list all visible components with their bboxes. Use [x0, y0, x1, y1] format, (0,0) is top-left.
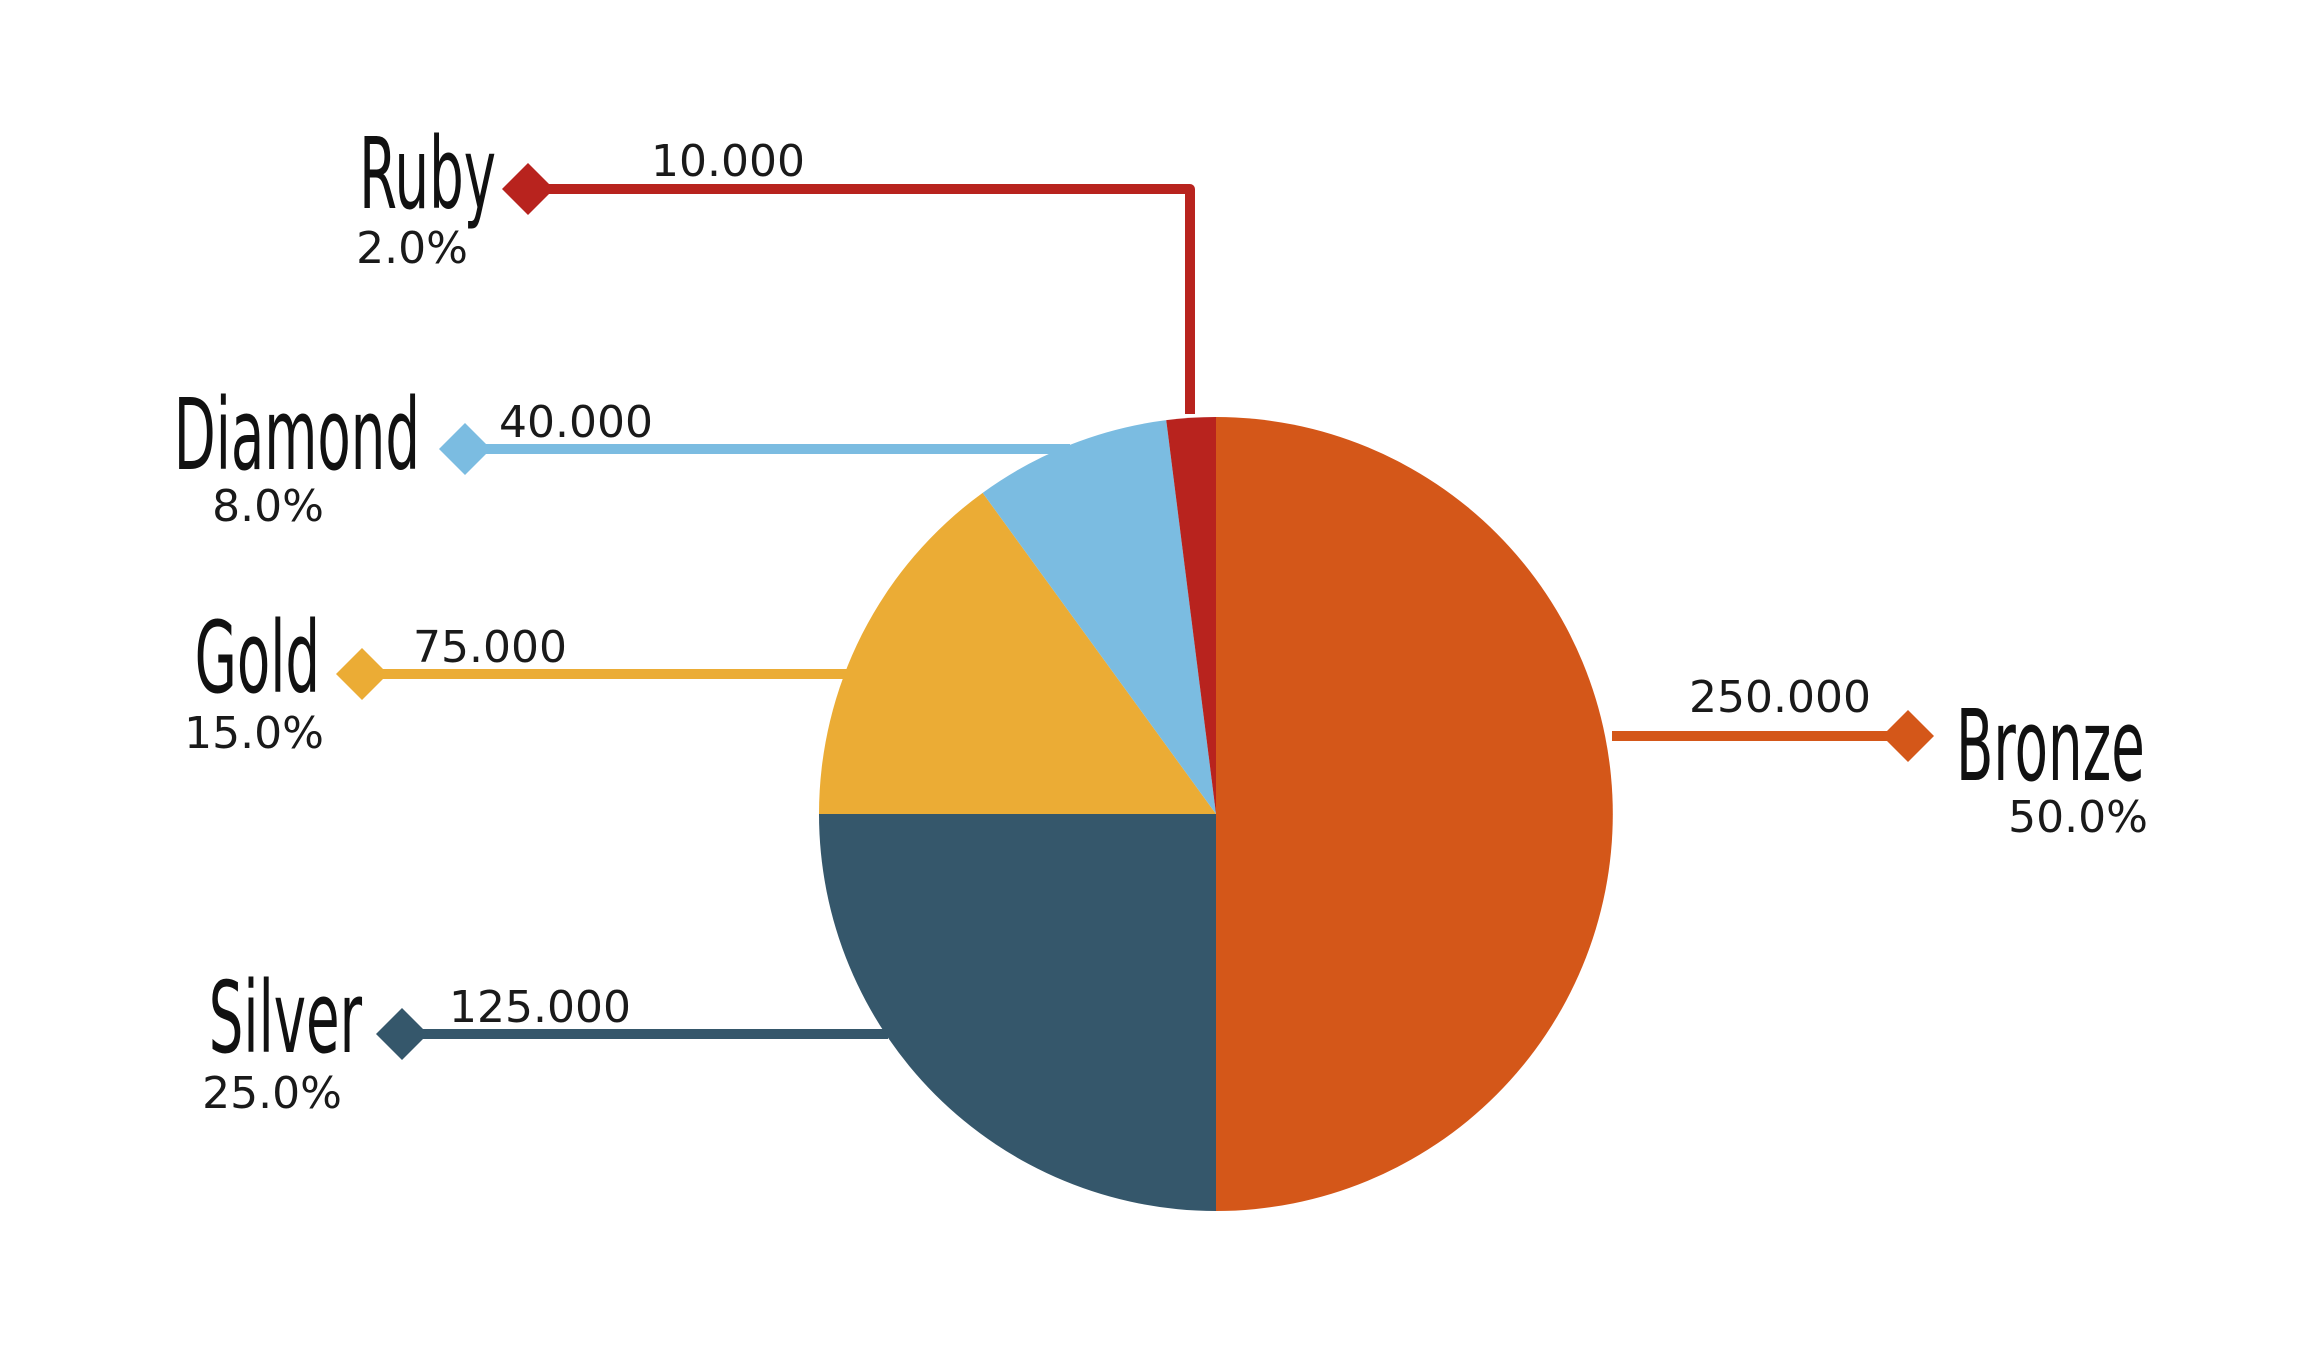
percent-label-silver: 25.0%	[202, 1068, 342, 1119]
percent-label-bronze: 50.0%	[2008, 792, 2148, 843]
diamond-marker-diamond	[439, 423, 491, 475]
diamond-marker-gold	[336, 648, 388, 700]
category-name-silver: Silver	[209, 960, 362, 1075]
leader-line-ruby	[528, 184, 1195, 414]
percent-label-ruby: 2.0%	[356, 223, 468, 274]
category-name-gold: Gold	[195, 600, 320, 715]
pie-slice-silver	[819, 814, 1216, 1211]
diamond-marker-ruby	[502, 163, 554, 215]
pie-slice-diamond	[982, 420, 1216, 814]
leader-lines	[336, 163, 1934, 1060]
pie-slices	[819, 417, 1613, 1211]
diamond-marker-bronze	[1882, 710, 1934, 762]
pie-slice-gold	[819, 492, 1216, 814]
value-label-gold: 75.000	[413, 622, 567, 673]
value-label-diamond: 40.000	[499, 397, 653, 448]
percent-label-diamond: 8.0%	[212, 481, 324, 532]
value-label-ruby: 10.000	[651, 136, 805, 187]
value-label-silver: 125.000	[449, 982, 631, 1033]
value-label-bronze: 250.000	[1689, 672, 1871, 723]
category-name-ruby: Ruby	[359, 116, 496, 231]
pie-slice-ruby	[1166, 417, 1216, 814]
percent-label-gold: 15.0%	[184, 708, 324, 759]
category-name-diamond: Diamond	[174, 377, 420, 492]
pie-slice-bronze	[1216, 417, 1613, 1211]
diamond-marker-silver	[376, 1008, 428, 1060]
category-name-bronze: Bronze	[1956, 688, 2145, 803]
